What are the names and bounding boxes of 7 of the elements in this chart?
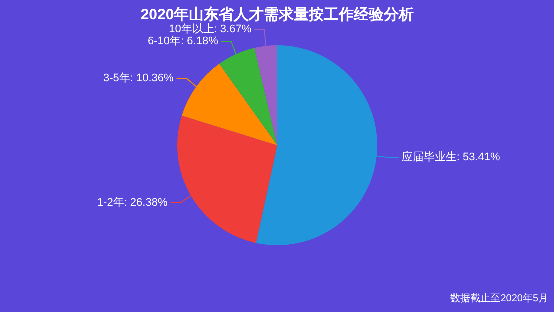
slice-label: 1-2年: 26.38% [97,196,168,209]
slice-label: 应届毕业生: 53.41% [402,150,500,164]
slice-label: 6-10年: 6.18% [148,36,219,48]
text: 数据截止至2020年5月 [450,292,549,304]
slice-label: 3-5年: 10.36% [103,72,174,85]
chart-title: 2020年山东省人才需求量按工作经验分析 [140,6,414,24]
slice-label: 10年以上: 3.67% [169,22,252,36]
